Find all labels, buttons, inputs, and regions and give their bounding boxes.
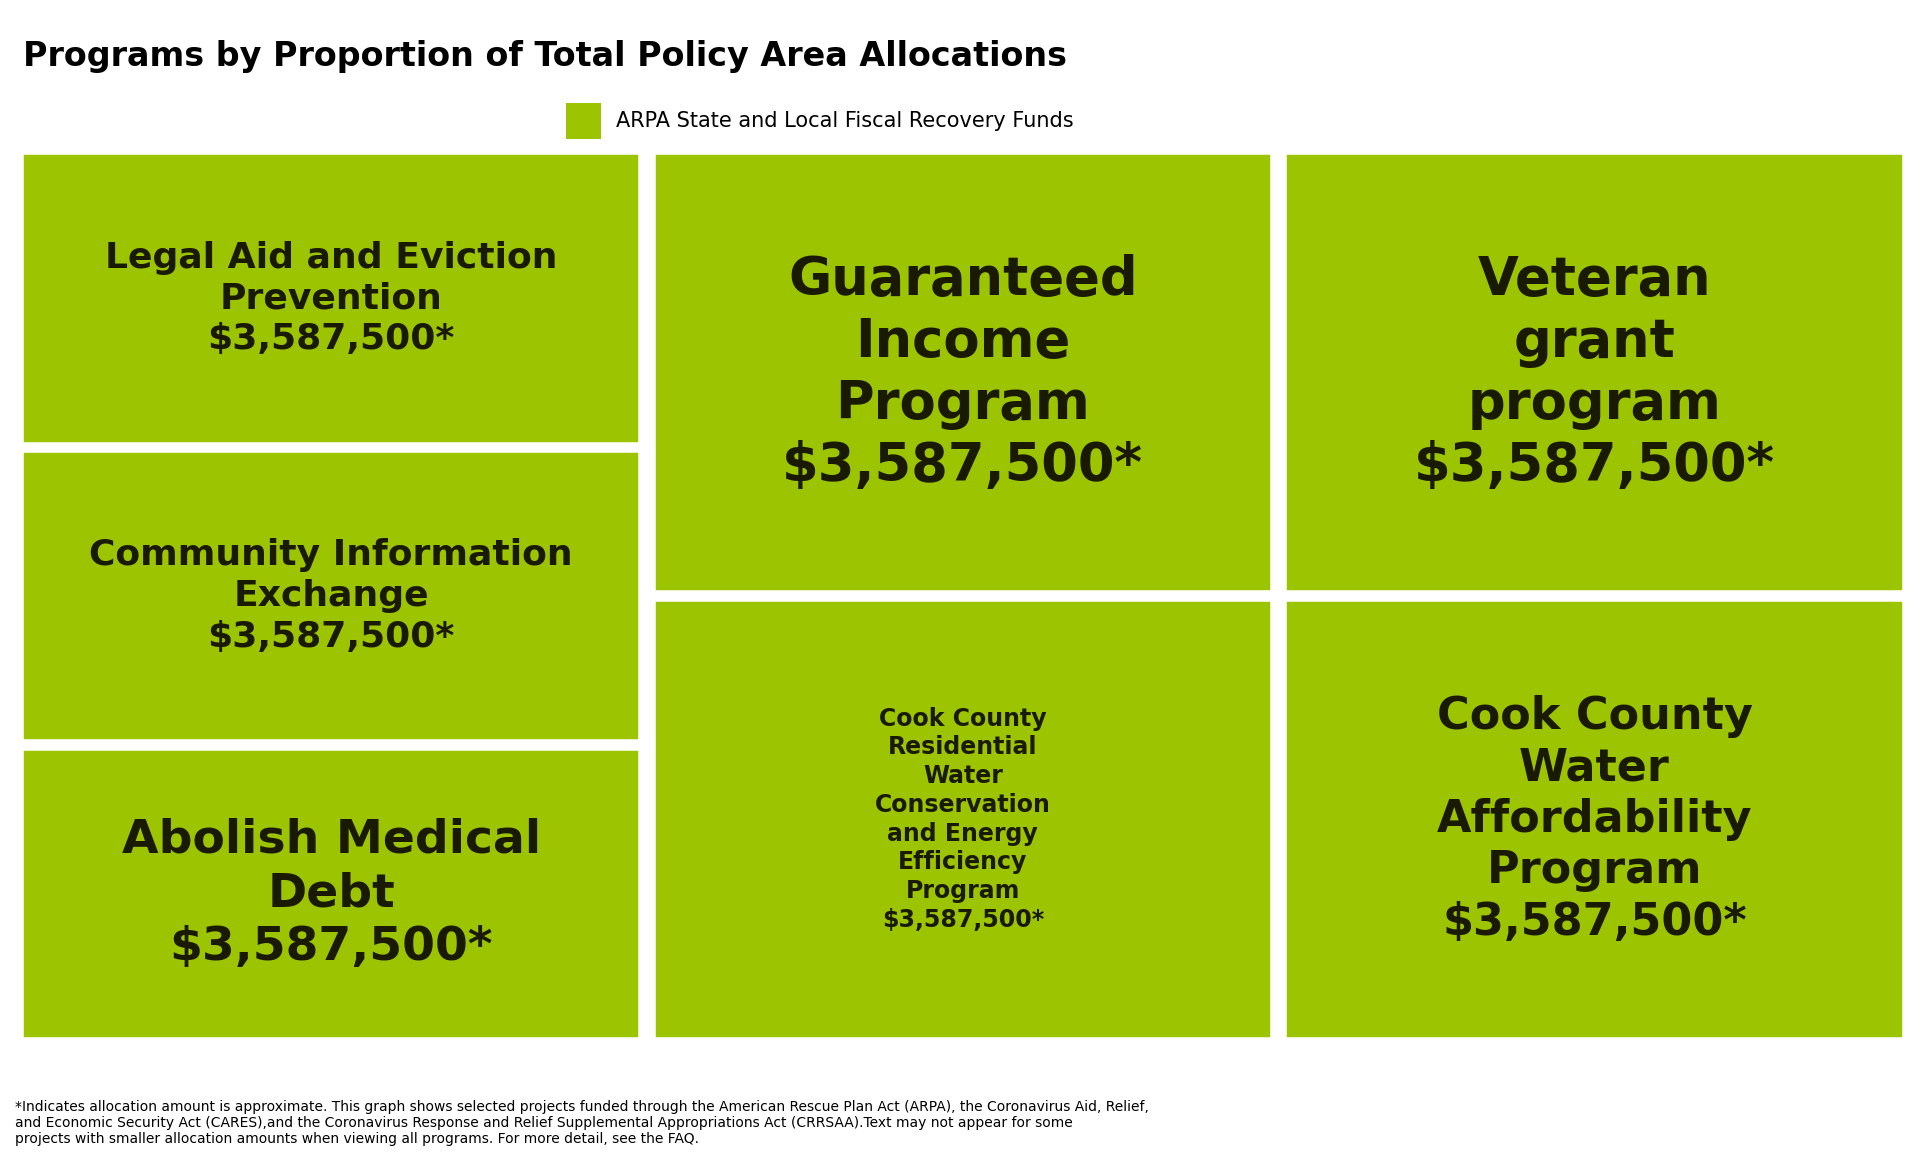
Bar [21, 152, 641, 445]
Bar [21, 450, 641, 742]
Bar [1284, 152, 1905, 593]
Text: Veteran
grant
program
$3,587,500*: Veteran grant program $3,587,500* [1413, 253, 1776, 492]
Text: *Indicates allocation amount is approximate. This graph shows selected projects : *Indicates allocation amount is approxim… [15, 1100, 1150, 1146]
Text: Abolish Medical
Debt
$3,587,500*: Abolish Medical Debt $3,587,500* [121, 818, 541, 970]
Text: Cook County
Water
Affordability
Program
$3,587,500*: Cook County Water Affordability Program … [1436, 695, 1753, 943]
Bar [653, 599, 1273, 1040]
Text: Cook County
Residential
Water
Conservation
and Energy
Efficiency
Program
$3,587,: Cook County Residential Water Conservati… [876, 706, 1050, 932]
Text: ARPA State and Local Fiscal Recovery Funds: ARPA State and Local Fiscal Recovery Fun… [616, 111, 1073, 131]
Text: Community Information
Exchange
$3,587,500*: Community Information Exchange $3,587,50… [90, 538, 572, 654]
Bar [653, 152, 1273, 593]
Text: Programs by Proportion of Total Policy Area Allocations: Programs by Proportion of Total Policy A… [23, 40, 1068, 74]
Text: Legal Aid and Eviction
Prevention
$3,587,500*: Legal Aid and Eviction Prevention $3,587… [106, 241, 557, 356]
Text: Guaranteed
Income
Program
$3,587,500*: Guaranteed Income Program $3,587,500* [781, 253, 1142, 492]
Bar [21, 748, 641, 1040]
Bar [1284, 599, 1905, 1040]
